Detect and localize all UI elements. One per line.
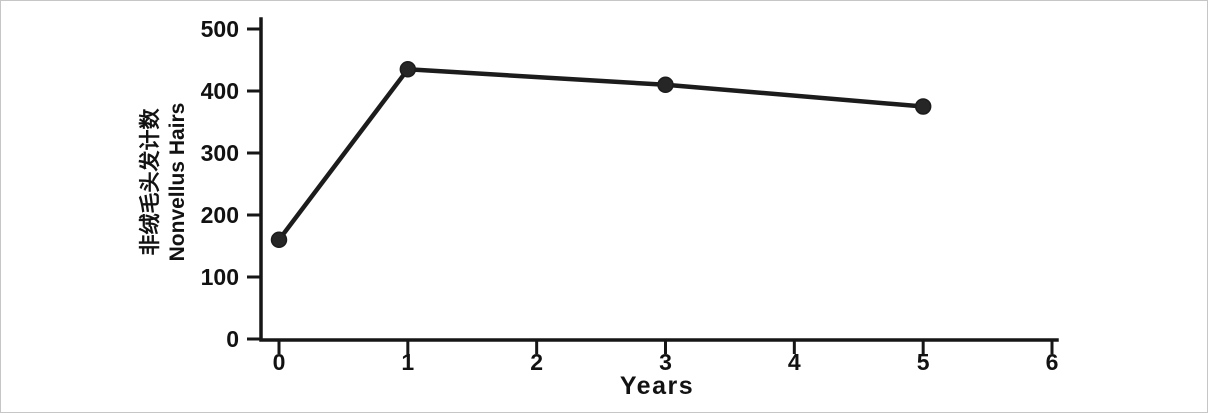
y-tick-label: 400 [201, 78, 239, 104]
x-tick-label: 2 [530, 349, 543, 375]
y-tick-label: 300 [201, 140, 239, 166]
data-point [657, 76, 674, 94]
y-axis-label: 非绒毛头发计数 Nonvellus Hairs [137, 103, 191, 262]
y-tick-label: 500 [201, 16, 239, 42]
x-tick-label: 0 [273, 349, 286, 375]
data-line [276, 67, 926, 243]
data-point [914, 98, 932, 115]
data-point [270, 231, 288, 249]
y-tick-label: 0 [226, 326, 239, 352]
axes [259, 17, 1059, 342]
y-tick-label: 200 [201, 202, 239, 228]
data-point [399, 61, 417, 78]
x-tick-label: 4 [788, 349, 801, 375]
x-tick-label: 5 [917, 349, 930, 375]
x-tick-label: 3 [659, 349, 672, 375]
x-tick-label: 6 [1046, 349, 1059, 375]
y-tick-label: 100 [201, 264, 239, 290]
y-axis-label-en: Nonvellus Hairs [166, 102, 189, 262]
x-axis-label: Years [619, 372, 695, 400]
x-tick-label: 1 [401, 349, 414, 375]
y-axis-label-zh: 非绒毛头发计数 [139, 108, 162, 256]
